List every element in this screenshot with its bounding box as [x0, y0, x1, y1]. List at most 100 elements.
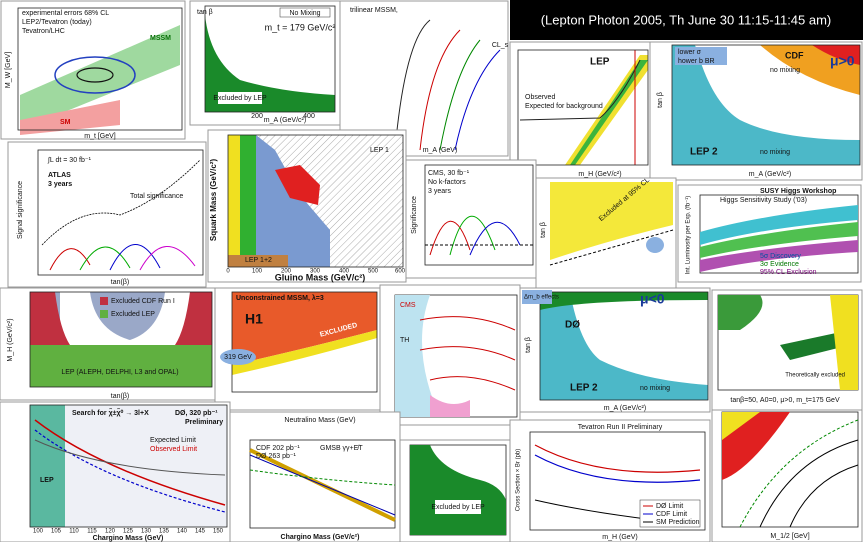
- label: M_1/2 [GeV]: [770, 533, 809, 540]
- label: no mixing: [640, 385, 670, 392]
- panel: lower σ hower b BR CDF no mixing μ>0 LEP…: [650, 42, 862, 180]
- label: 100: [252, 269, 263, 275]
- label: tanβ=50, A0=0, μ>0, m_t=175 GeV: [730, 397, 840, 404]
- label: Excluded LEP: [111, 311, 155, 318]
- region: [228, 135, 240, 267]
- label: tan(β): [111, 279, 129, 286]
- label: 200: [251, 113, 263, 120]
- shape: [100, 297, 108, 305]
- panel: LEP Observed Expected for background m_H…: [510, 42, 650, 180]
- label: experimental errors 68% CL: [22, 10, 109, 17]
- panel: Search for χ̃±χ̃⁰ → 3l+X DØ, 320 pb⁻¹ Pr…: [0, 402, 230, 542]
- label: 120: [105, 529, 116, 535]
- label: No Mixing: [289, 10, 320, 17]
- label: 105: [51, 529, 62, 535]
- label: DØ, 320 pb⁻¹: [175, 410, 218, 417]
- panel: Squark Mass (GeV/c²) Gluino Mass (GeV/c²…: [208, 130, 406, 282]
- label: m_A (GeV/c²): [749, 171, 791, 178]
- label: LEP: [40, 477, 54, 484]
- label: trilinear MSSM,: [350, 7, 398, 14]
- label: SM: [60, 119, 71, 126]
- label: CDF 202 pb⁻¹: [256, 445, 300, 452]
- region: [240, 135, 256, 267]
- label: 145: [195, 529, 206, 535]
- label: 319 GeV: [224, 354, 252, 361]
- label: LEP 1+2: [245, 257, 272, 264]
- label: Unconstrained MSSM, λ=3: [236, 294, 324, 302]
- shape: [100, 310, 108, 318]
- label: Excluded CDF Run I: [111, 298, 175, 305]
- label: Squark Mass (GeV/c²): [209, 159, 218, 242]
- label: 300: [310, 269, 321, 275]
- label: M_H (GeV/c²): [7, 318, 14, 361]
- panel: Tevatron Run II Preliminary DØ Limit CDF…: [510, 420, 710, 542]
- label: Neutralino Mass (GeV): [284, 417, 355, 424]
- panel: Theoretically excluded tanβ=50, A0=0, μ>…: [712, 290, 862, 410]
- label: LEP 1: [370, 147, 389, 154]
- label: Signal significance: [17, 181, 24, 239]
- label: Tevatron Run II Preliminary: [578, 424, 663, 431]
- label: lower σ: [678, 49, 702, 56]
- label: 115: [87, 529, 97, 535]
- label: LEP 2: [690, 147, 718, 158]
- panel: ∫L dt = 30 fb⁻¹ ATLAS 3 years Total sign…: [8, 142, 206, 287]
- label: 400: [303, 113, 315, 120]
- label: Chargino Mass (GeV/c²): [281, 534, 360, 541]
- label: Theoretically excluded: [785, 373, 845, 379]
- panel: Excluded at 95% CL tan β: [536, 177, 676, 290]
- label: m_t = 179 GeV/c²: [265, 22, 336, 32]
- label: Observed Limit: [150, 446, 197, 453]
- label: m_A (GeV/c²): [604, 405, 646, 412]
- panel: Neutralino Mass (GeV) CDF 202 pb⁻¹ DØ 26…: [230, 412, 400, 542]
- label: no mixing: [770, 67, 800, 74]
- label: 5σ Discovery: [760, 253, 801, 260]
- label: MSSM: [150, 35, 171, 42]
- label: Chargino Mass (GeV): [93, 535, 164, 542]
- panel: Excluded by LEP: [400, 440, 510, 542]
- panel: M_1/2 [GeV]: [712, 410, 862, 542]
- panel: experimental errors 68% CL LEP2/Tevatron…: [1, 1, 185, 140]
- label: tan β: [657, 92, 664, 108]
- label: CDF: [785, 50, 804, 60]
- label: CMS, 30 fb⁻¹: [428, 170, 470, 177]
- label: LEP 2: [570, 383, 598, 394]
- label: TH: [400, 337, 409, 344]
- label: DØ Limit: [656, 503, 683, 510]
- label: hower b BR: [678, 58, 715, 65]
- collage: experimental errors 68% CL LEP2/Tevatron…: [0, 0, 863, 542]
- label: Expected Limit: [150, 437, 196, 444]
- shape: [406, 160, 536, 278]
- label: M_W [GeV]: [5, 52, 12, 88]
- label: 140: [177, 529, 188, 535]
- label: 110: [69, 529, 79, 535]
- panel: Δm_b effects μ<0 DØ LEP 2 no mixing m_A …: [520, 288, 710, 412]
- label: Excluded by LEP: [213, 95, 267, 102]
- panel: No Mixing m_t = 179 GeV/c² Excluded by L…: [190, 1, 340, 125]
- label: H1: [245, 311, 263, 327]
- label: 135: [159, 529, 170, 535]
- label: CMS: [400, 302, 416, 309]
- panel: CMS TH: [380, 285, 520, 425]
- label: 3σ Evidence: [760, 261, 799, 268]
- label: tan β: [525, 337, 532, 353]
- label: 200: [281, 269, 292, 275]
- label: no mixing: [760, 149, 790, 156]
- label: No k-factors: [428, 179, 466, 186]
- label: 500: [368, 269, 379, 275]
- panel: SUSY Higgs Workshop Higgs Sensitivity St…: [678, 185, 861, 282]
- label: Preliminary: [185, 419, 223, 426]
- label: Excluded by LEP: [431, 504, 485, 511]
- label: 130: [141, 529, 152, 535]
- label: Tevatron/LHC: [22, 28, 65, 35]
- label: SM Prediction: [656, 519, 700, 526]
- label: Δm_b effects: [524, 295, 559, 301]
- label: ATLAS: [48, 172, 71, 179]
- label: tan(β): [111, 393, 129, 400]
- label: m_H (GeV): [602, 534, 637, 541]
- label: Higgs Sensitivity Study ('03): [720, 197, 807, 204]
- label: Int. Luminosity per Exp. (fb⁻¹): [686, 196, 692, 275]
- label: 100: [33, 529, 44, 535]
- shape: [230, 412, 400, 542]
- label: GMSB γγ+E̸T: [320, 444, 363, 452]
- label: 600: [395, 269, 406, 275]
